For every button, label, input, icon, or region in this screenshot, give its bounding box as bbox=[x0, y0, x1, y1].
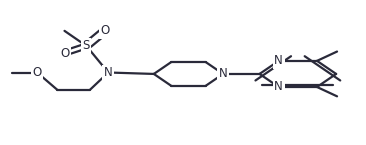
Text: N: N bbox=[274, 80, 283, 94]
Text: O: O bbox=[33, 66, 42, 79]
Text: N: N bbox=[104, 66, 113, 79]
Text: O: O bbox=[100, 24, 109, 37]
Text: N: N bbox=[274, 54, 283, 67]
Text: N: N bbox=[219, 67, 228, 80]
Text: S: S bbox=[83, 39, 90, 52]
Text: O: O bbox=[60, 47, 69, 60]
